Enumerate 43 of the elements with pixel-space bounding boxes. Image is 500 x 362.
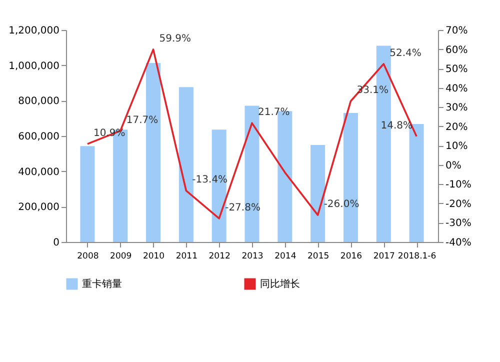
y2-tick-label: 50%	[446, 64, 468, 76]
legend-label: 重卡销量	[82, 278, 122, 290]
data-label: 59.9%	[159, 33, 192, 44]
y2-tick-label: 70%	[446, 26, 468, 36]
y2-tick-label: 20%	[446, 122, 468, 133]
x-tick-label: 2012	[208, 252, 230, 262]
bar	[310, 145, 326, 242]
x-tick-label: 2014	[274, 252, 296, 262]
bar	[178, 87, 194, 242]
y2-tick-label: 10%	[446, 141, 468, 152]
y2-tick-label: 60%	[446, 44, 468, 56]
data-label: 17.7%	[126, 114, 158, 126]
x-tick-label: 2009	[110, 252, 132, 262]
data-label: -26.0%	[324, 199, 360, 210]
y-tick-label: 1,200,000	[8, 26, 60, 36]
x-tick-label: 2016	[340, 252, 362, 262]
data-label: 21.7%	[258, 107, 290, 118]
y-tick-label: 600,000	[18, 132, 60, 142]
data-label: -13.4%	[192, 174, 228, 186]
x-tick-label: 2010	[142, 252, 165, 262]
y2-tick-label: 40%	[446, 83, 468, 94]
x-tick-label: 2015	[308, 252, 330, 262]
y2-tick-label: -20%	[446, 198, 472, 210]
y2-tick-label: -30%	[446, 218, 472, 230]
y-tick-label: 1,000,000	[8, 60, 60, 72]
y2-tick-label: -10%	[446, 180, 472, 191]
y-tick-label: 400,000	[18, 166, 60, 178]
data-label: -27.8%	[225, 202, 260, 214]
x-tick-label: 2013	[242, 252, 264, 262]
y2-tick-label: 30%	[446, 102, 468, 114]
x-tick-label: 2018.1-6	[398, 252, 436, 262]
legend-label: 同比增长	[260, 278, 300, 290]
bar	[80, 146, 95, 242]
x-tick-label: 2011	[176, 252, 198, 262]
data-label: 52.4%	[390, 48, 422, 59]
y-tick-label: 800,000	[18, 96, 60, 108]
y2-tick-label: 0%	[446, 160, 462, 172]
x-tick-label: 2008	[77, 252, 99, 262]
data-label: 14.8%	[380, 120, 413, 132]
y-tick-label: 200,000	[18, 202, 60, 214]
x-tick-label: 2017	[373, 252, 395, 262]
y2-tick-label: -40%	[446, 238, 472, 248]
y-tick-label: 0	[53, 238, 60, 248]
